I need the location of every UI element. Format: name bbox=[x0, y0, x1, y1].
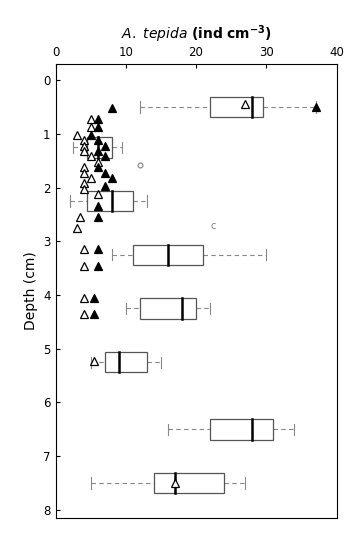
Bar bbox=[210, 419, 273, 439]
Bar bbox=[133, 245, 203, 265]
Bar bbox=[140, 299, 196, 319]
Text: c: c bbox=[210, 221, 215, 231]
Bar bbox=[154, 473, 224, 493]
X-axis label: $\mathbf{\mathit{A.\ tepida}}$$\mathbf{\ (ind\ cm^{-3})}$: $\mathbf{\mathit{A.\ tepida}}$$\mathbf{\… bbox=[120, 23, 272, 45]
Y-axis label: Depth (cm): Depth (cm) bbox=[24, 252, 37, 331]
Bar bbox=[87, 191, 133, 211]
Bar bbox=[105, 352, 147, 372]
Bar bbox=[210, 97, 263, 117]
Bar bbox=[87, 137, 112, 158]
